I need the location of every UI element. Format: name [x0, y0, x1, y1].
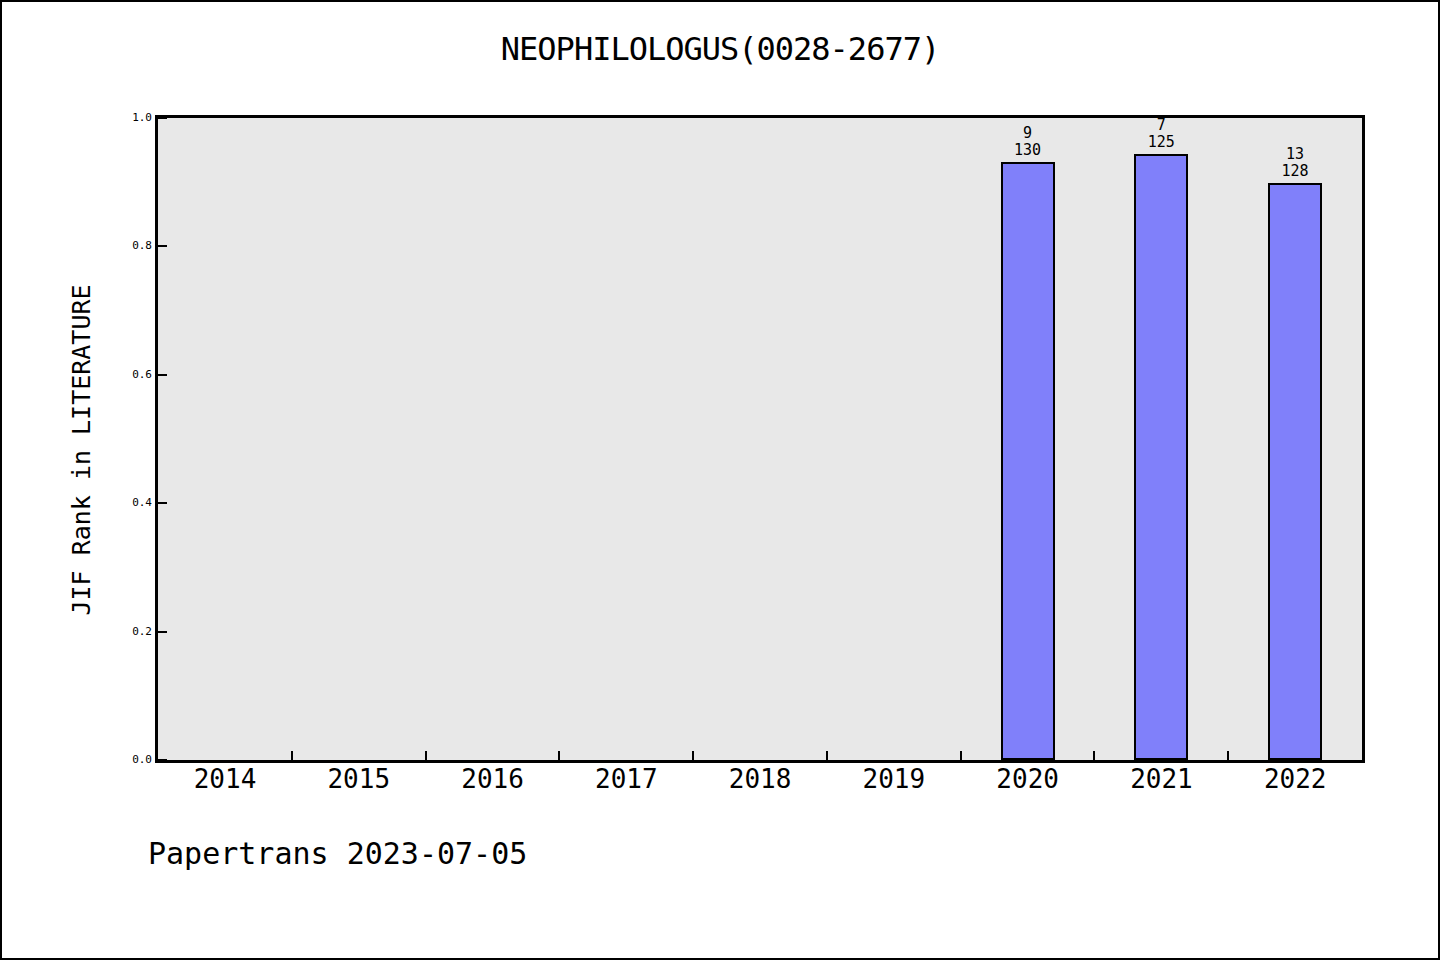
y-tick-label: 0.8 [97, 239, 152, 253]
y-tick-label: 0.2 [97, 625, 152, 639]
x-tick-label: 2017 [559, 764, 693, 794]
x-tick-label: 2015 [292, 764, 426, 794]
x-tick-mark [425, 751, 427, 760]
x-tick-label: 2019 [827, 764, 961, 794]
x-tick-mark [558, 751, 560, 760]
bar-rank-value: 13 [1245, 146, 1345, 163]
x-tick-label: 2020 [961, 764, 1095, 794]
y-tick-mark [158, 374, 167, 376]
x-tick-label: 2021 [1094, 764, 1228, 794]
plot-area: 9130 7125 13128 [158, 118, 1362, 760]
x-tick-mark [1093, 751, 1095, 760]
bar-label: 13128 [1245, 146, 1345, 180]
y-tick-mark [158, 502, 167, 504]
bar-label: 7125 [1111, 117, 1211, 151]
y-tick-mark [158, 759, 167, 761]
bar-rank-value: 7 [1111, 117, 1211, 134]
bar-total-value: 130 [978, 142, 1078, 159]
y-tick-label: 1.0 [97, 111, 152, 125]
y-tick-label: 0.0 [97, 753, 152, 767]
y-tick-mark [158, 631, 167, 633]
bar [1001, 162, 1055, 760]
footer-text: Papertrans 2023-07-05 [148, 836, 527, 871]
figure-frame: NEOPHILOLOGUS(0028-2677) JIF Rank in LIT… [0, 0, 1440, 960]
chart-title: NEOPHILOLOGUS(0028-2677) [0, 30, 1440, 68]
bar-total-value: 128 [1245, 163, 1345, 180]
x-tick-label: 2022 [1228, 764, 1362, 794]
x-tick-label: 2016 [426, 764, 560, 794]
y-tick-label: 0.4 [97, 496, 152, 510]
x-tick-mark [291, 751, 293, 760]
y-axis-label: JIF Rank in LITERATURE [67, 284, 96, 615]
x-tick-mark [826, 751, 828, 760]
x-tick-mark [692, 751, 694, 760]
y-tick-mark [158, 245, 167, 247]
bar [1134, 154, 1188, 760]
x-tick-label: 2018 [693, 764, 827, 794]
x-tick-label: 2014 [158, 764, 292, 794]
x-tick-mark [1227, 751, 1229, 760]
y-tick-label: 0.6 [97, 368, 152, 382]
bar-rank-value: 9 [978, 125, 1078, 142]
bar-total-value: 125 [1111, 134, 1211, 151]
y-tick-mark [158, 117, 167, 119]
bar [1268, 183, 1322, 760]
x-tick-mark [960, 751, 962, 760]
bar-label: 9130 [978, 125, 1078, 159]
